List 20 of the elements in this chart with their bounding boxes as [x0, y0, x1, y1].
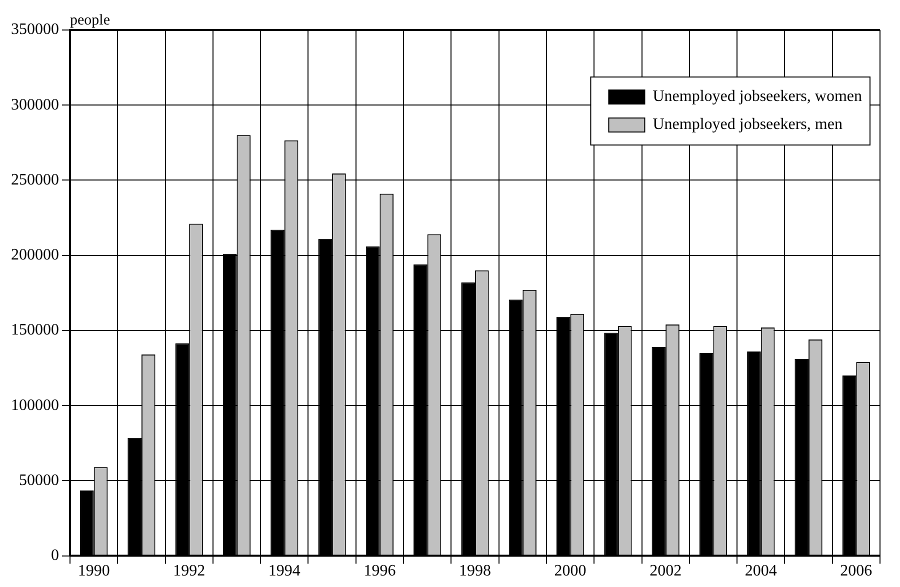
x-tick-label: 1990	[78, 562, 110, 580]
y-tick-label: 300000	[11, 96, 59, 114]
y-tick-label: 350000	[11, 21, 59, 38]
y-tick-label: 0	[51, 547, 59, 564]
x-tick-label: 2006	[840, 562, 872, 580]
y-tick-label: 200000	[11, 246, 59, 264]
legend-label: Unemployed jobseekers, women	[652, 88, 862, 106]
x-tick-label: 1992	[173, 562, 206, 580]
y-tick-label: 250000	[11, 171, 59, 188]
x-tick-label: 2000	[554, 562, 586, 580]
legend-label: Unemployed jobseekers, men	[652, 116, 842, 134]
x-tick-label: 2002	[650, 562, 682, 580]
y-tick-label: 50000	[19, 472, 59, 489]
x-tick-label: 2004	[744, 562, 777, 580]
x-tick-label: 1996	[364, 562, 396, 580]
y-tick-label: 150000	[11, 322, 59, 339]
x-tick-label: 1998	[459, 562, 491, 580]
x-tick-label: 1994	[268, 562, 300, 580]
y-tick-label: 100000	[11, 396, 59, 414]
y-axis-title: people	[70, 12, 110, 28]
